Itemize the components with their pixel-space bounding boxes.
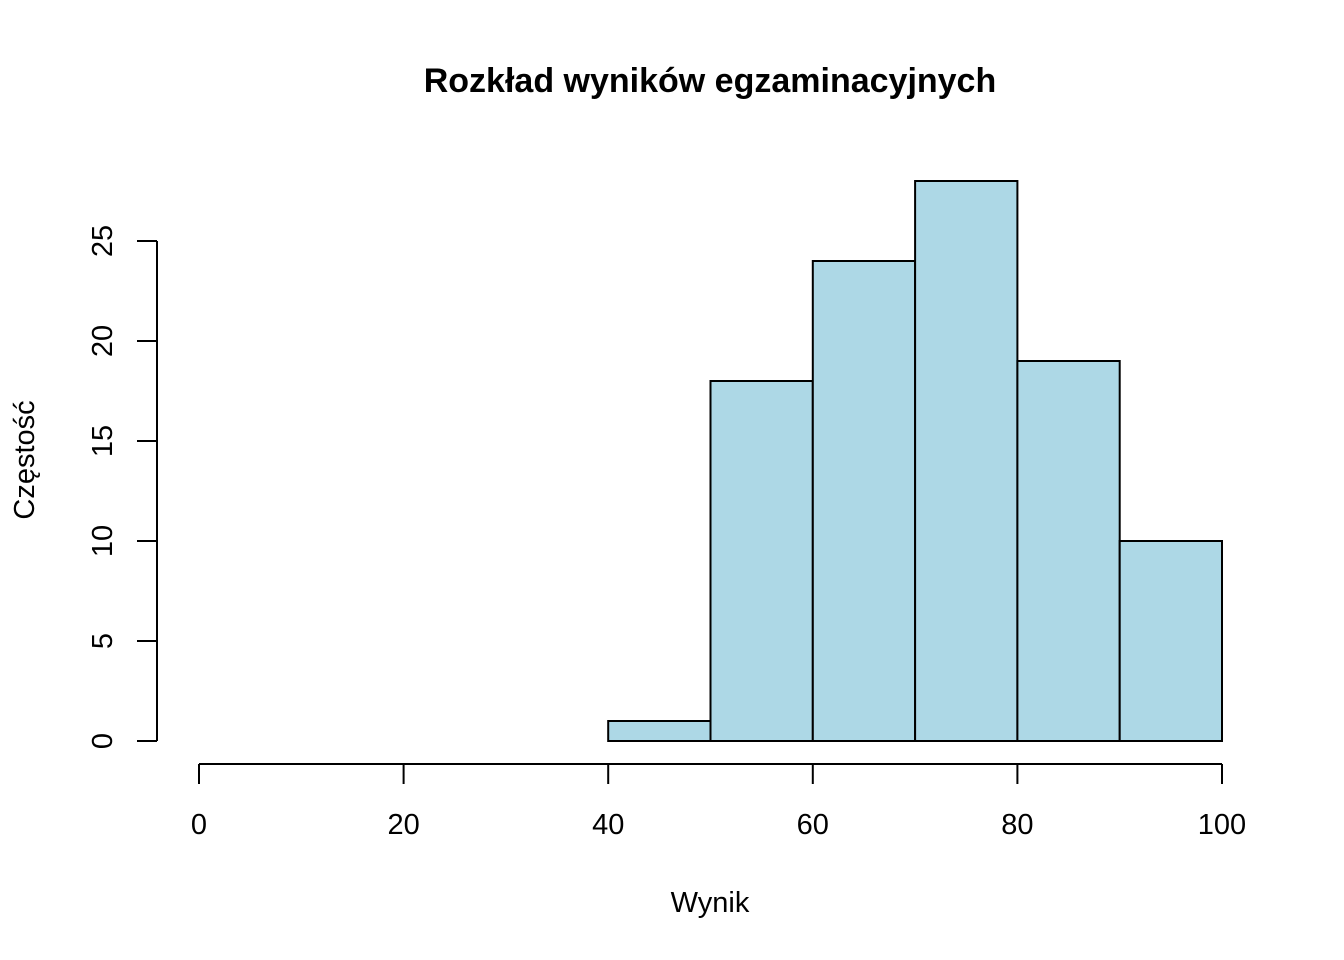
y-tick-label: 10 <box>87 525 119 557</box>
x-tick-label: 60 <box>797 809 829 841</box>
x-tick-label: 100 <box>1198 809 1246 841</box>
histogram-bar-90-100 <box>1118 540 1223 742</box>
y-axis-label: Częstość <box>9 400 41 519</box>
x-tick-label: 80 <box>1001 809 1033 841</box>
x-tick-label: 40 <box>592 809 624 841</box>
histogram-bar-70-80 <box>914 180 1019 742</box>
x-axis: 0 20 40 60 80 100 <box>191 763 1246 841</box>
chart-title: Rozkład wyników egzaminacyjnych <box>424 62 997 100</box>
y-tick-label: 25 <box>87 225 119 257</box>
histogram-bar-50-60 <box>709 380 814 742</box>
y-tick-label: 20 <box>87 325 119 357</box>
y-tick-label: 15 <box>87 425 119 457</box>
histogram-bar-60-70 <box>811 260 917 742</box>
x-tick-label: 20 <box>387 809 419 841</box>
x-axis-label: Wynik <box>671 887 750 919</box>
bars <box>607 180 1223 742</box>
x-tick-label: 0 <box>191 809 207 841</box>
y-tick-label: 5 <box>87 633 119 649</box>
histogram-bar-80-90 <box>1016 360 1121 742</box>
y-tick-label: 0 <box>87 733 119 749</box>
histogram-bar-40-50 <box>607 720 712 742</box>
y-axis: 0 5 10 15 20 25 <box>87 225 158 749</box>
